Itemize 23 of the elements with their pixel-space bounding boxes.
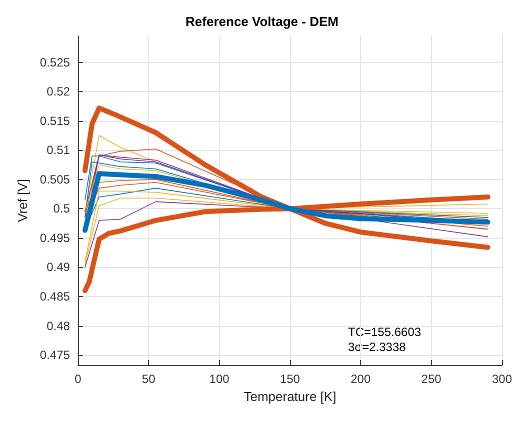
y-tick-label: 0.475 — [40, 348, 70, 362]
y-tick-label: 0.515 — [40, 114, 70, 128]
chart-title: Reference Voltage - DEM — [186, 14, 338, 29]
x-tick-label: 0 — [74, 372, 82, 386]
y-tick-label: 0.495 — [40, 230, 70, 245]
annotation: 3σ=2.3338 — [348, 340, 406, 354]
x-tick-label: 200 — [350, 372, 371, 386]
y-tick-label: 0.48 — [46, 318, 70, 333]
y-tick-label: 0.525 — [40, 55, 70, 70]
x-axis-title: Temperature [K] — [244, 388, 336, 404]
x-tick-label: 300 — [492, 372, 512, 386]
y-tick-label: 0.5 — [53, 202, 70, 216]
x-tick-label: 50 — [142, 372, 156, 386]
annotation: TC=155.6603 — [348, 325, 422, 339]
y-tick-label: 0.51 — [46, 143, 70, 158]
y-tick-label: 0.52 — [46, 84, 70, 99]
y-axis-title: Vref [V] — [15, 179, 30, 222]
x-tick-label: 150 — [280, 372, 300, 386]
y-tick-label: 0.49 — [46, 260, 70, 274]
y-tick-label: 0.485 — [40, 290, 70, 304]
x-tick-label: 250 — [421, 372, 442, 386]
y-tick-label: 0.505 — [40, 172, 70, 186]
x-tick-label: 100 — [209, 372, 230, 386]
